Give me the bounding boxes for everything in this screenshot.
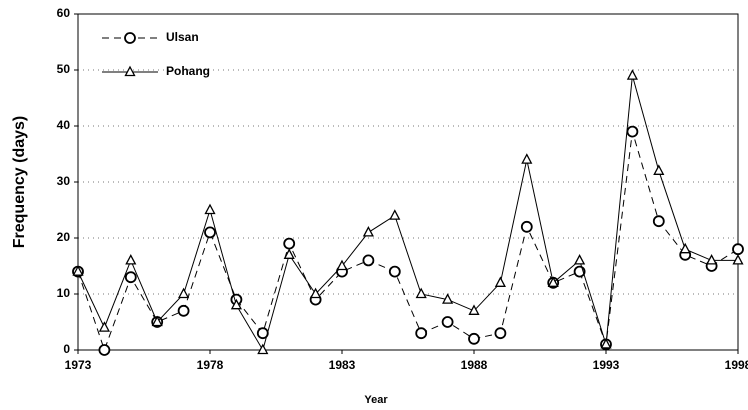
point xyxy=(600,338,612,349)
point xyxy=(732,243,744,256)
point xyxy=(521,153,533,164)
point xyxy=(494,276,506,287)
point xyxy=(732,254,744,265)
point xyxy=(230,298,242,310)
legend-label: Ulsan xyxy=(166,30,199,44)
point xyxy=(626,125,639,138)
point xyxy=(520,220,533,233)
y-tick-label: 40 xyxy=(57,118,71,132)
point xyxy=(151,315,163,327)
point xyxy=(204,226,216,239)
legend-marker xyxy=(124,65,136,77)
x-tick-label: 1983 xyxy=(329,358,356,372)
point xyxy=(468,332,480,345)
point xyxy=(310,287,322,299)
point xyxy=(177,304,190,317)
point xyxy=(125,254,137,265)
x-tick-label: 1998 xyxy=(725,358,748,372)
point xyxy=(388,265,401,278)
point xyxy=(98,321,110,332)
point xyxy=(706,254,718,265)
point xyxy=(178,287,190,299)
point xyxy=(679,242,691,254)
point xyxy=(98,344,111,356)
series-line xyxy=(77,75,738,352)
point xyxy=(257,343,269,355)
y-tick-label: 10 xyxy=(57,286,71,300)
point xyxy=(124,271,137,284)
point xyxy=(72,265,84,276)
y-axis-label: Frequency (days) xyxy=(11,116,28,248)
y-tick-label: 50 xyxy=(57,62,71,76)
legend-marker xyxy=(124,32,136,44)
y-tick-label: 20 xyxy=(57,230,71,244)
point xyxy=(468,304,480,315)
point xyxy=(283,248,295,259)
point xyxy=(652,215,665,228)
point xyxy=(336,259,348,271)
x-tick-label: 1988 xyxy=(461,358,488,372)
point xyxy=(653,164,665,175)
point xyxy=(574,254,586,265)
point xyxy=(389,209,401,220)
legend-label: Pohang xyxy=(166,64,210,78)
x-tick-label: 1973 xyxy=(65,358,92,372)
point xyxy=(362,226,374,237)
plot-frame xyxy=(77,13,739,351)
point xyxy=(362,254,375,267)
x-tick-label: 1993 xyxy=(593,358,620,372)
x-axis-label: Year xyxy=(364,394,388,406)
y-tick-label: 30 xyxy=(57,174,71,188)
point xyxy=(442,293,454,304)
x-tick-label: 1978 xyxy=(197,358,224,372)
point xyxy=(547,276,559,287)
point xyxy=(626,69,638,80)
point xyxy=(415,327,428,340)
point xyxy=(415,287,427,299)
point xyxy=(204,203,216,215)
point xyxy=(441,316,454,328)
y-tick-label: 0 xyxy=(63,342,70,356)
y-tick-label: 60 xyxy=(57,6,71,20)
series-line xyxy=(77,131,739,352)
point xyxy=(283,237,296,250)
point xyxy=(494,327,507,340)
